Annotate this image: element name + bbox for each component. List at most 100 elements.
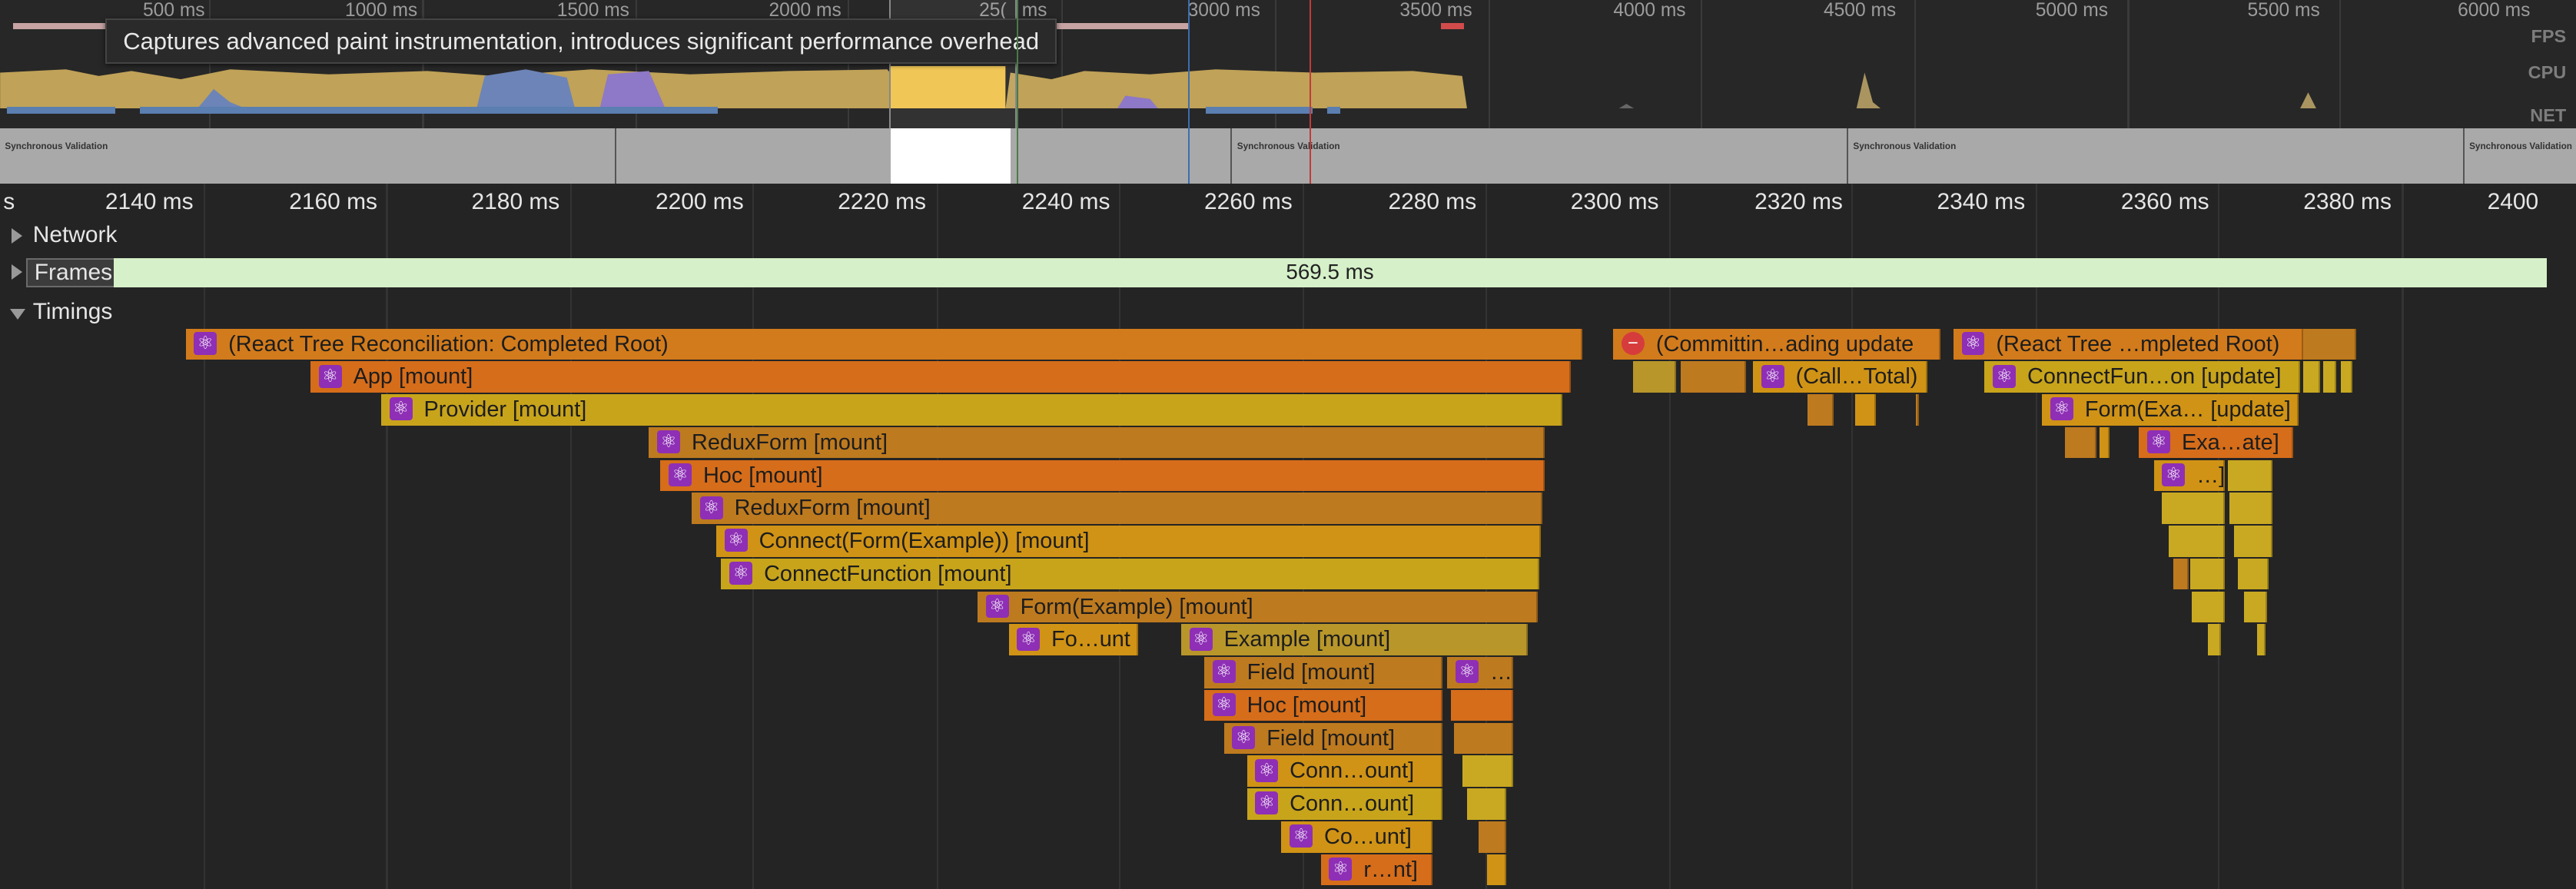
overview-gridline bbox=[1914, 0, 1916, 128]
frames-section-header[interactable]: Frames bbox=[0, 257, 2576, 287]
frame-bar[interactable]: 569.5 ms bbox=[113, 257, 2547, 288]
react-icon: ⚛ bbox=[1456, 660, 1479, 684]
fps-lane-label: FPS bbox=[2531, 26, 2567, 47]
timing-label: Example [mount] bbox=[1223, 627, 1391, 652]
collapse-triangle-icon[interactable] bbox=[9, 308, 25, 320]
timing-bar[interactable] bbox=[2189, 558, 2225, 590]
timing-bar[interactable]: ⚛ Form(Example) [mount] bbox=[977, 591, 1538, 623]
timing-bar[interactable] bbox=[2173, 558, 2189, 590]
timing-bar[interactable]: ⚛ Form(Exa… [update] bbox=[2042, 394, 2299, 426]
ruler-label: 2240 ms bbox=[1021, 188, 1110, 214]
overview-tick-label: 500 ms bbox=[142, 0, 205, 21]
timing-bar[interactable] bbox=[2341, 361, 2353, 393]
gridline bbox=[204, 184, 206, 889]
react-icon: ⚛ bbox=[1212, 693, 1236, 717]
screenshot-frame[interactable]: Synchronous Validation bbox=[1848, 128, 2465, 184]
expand-triangle-icon[interactable] bbox=[11, 228, 22, 244]
timing-bar[interactable] bbox=[2322, 361, 2336, 393]
network-section-header[interactable]: Network bbox=[0, 220, 2576, 253]
ruler-label: s bbox=[3, 188, 15, 214]
react-icon: ⚛ bbox=[318, 364, 342, 388]
screenshot-frame[interactable]: Synchronous Validation bbox=[2464, 128, 2576, 184]
network-activity-bar bbox=[139, 106, 719, 114]
react-icon: ⚛ bbox=[1212, 660, 1236, 684]
timing-bar[interactable]: ⚛ Hoc [mount] bbox=[1204, 689, 1442, 721]
screenshots-lane[interactable]: Synchronous Validation Synchronous Valid… bbox=[0, 128, 2576, 184]
timing-bar[interactable]: ⚛ Example [mount] bbox=[1181, 624, 1529, 655]
timing-bar[interactable]: ⚛ Fo…unt bbox=[1008, 624, 1139, 655]
network-activity-bar bbox=[6, 106, 115, 114]
timing-bar[interactable] bbox=[1632, 361, 1676, 393]
timing-bar[interactable] bbox=[2303, 328, 2356, 360]
timing-bar[interactable] bbox=[1915, 394, 1919, 426]
timing-bar[interactable]: ⚛ r…nt] bbox=[1320, 854, 1433, 886]
react-icon: ⚛ bbox=[1232, 725, 1256, 749]
screenshot-frame[interactable] bbox=[616, 128, 892, 184]
ruler-label: 2260 ms bbox=[1204, 188, 1293, 214]
timing-bar[interactable] bbox=[2227, 459, 2272, 492]
timing-bar[interactable] bbox=[2162, 493, 2225, 524]
timing-label: Conn…ount] bbox=[1290, 758, 1415, 784]
timing-bar[interactable]: ⚛ Conn…ount] bbox=[1247, 755, 1442, 787]
timing-bar[interactable] bbox=[2257, 624, 2266, 655]
timing-label: Connect(Form(Example)) [mount] bbox=[759, 529, 1090, 554]
timing-bar[interactable]: ⚛ App [mount] bbox=[310, 361, 1571, 393]
timing-bar[interactable] bbox=[2191, 591, 2225, 623]
timing-bar[interactable] bbox=[2168, 526, 2225, 557]
timing-bar[interactable] bbox=[1479, 821, 1507, 853]
overview-gridline bbox=[1274, 0, 1277, 128]
timing-bar[interactable]: − (Committin…ading update bbox=[1613, 328, 1940, 360]
timing-bar[interactable]: ⚛ Connect(Form(Example)) [mount] bbox=[716, 526, 1542, 557]
timings-section-header[interactable]: Timings bbox=[0, 297, 2576, 330]
react-icon: ⚛ bbox=[1255, 758, 1279, 782]
timing-label: Form(Exa… [update] bbox=[2084, 397, 2291, 423]
timing-bar[interactable] bbox=[1467, 788, 1507, 820]
timing-bar[interactable]: ⚛ Conn…ount] bbox=[1247, 788, 1442, 820]
timing-bar[interactable]: ⚛ Hoc [mount] bbox=[660, 459, 1545, 492]
timing-bar[interactable] bbox=[1486, 854, 1507, 886]
timing-bar[interactable]: ⚛ Provider [mount] bbox=[380, 394, 1563, 426]
timing-bar[interactable] bbox=[2244, 591, 2268, 623]
timing-label: ReduxForm [mount] bbox=[692, 430, 888, 455]
timing-bar[interactable]: ⚛ Co…unt] bbox=[1281, 821, 1433, 853]
timing-bar[interactable]: ⚛ ReduxForm [mount] bbox=[649, 426, 1545, 459]
timing-bar[interactable] bbox=[2100, 426, 2110, 459]
timing-bar[interactable]: ⚛ …] bbox=[2153, 459, 2225, 492]
timing-bar[interactable]: ⚛… bbox=[1447, 657, 1513, 688]
screenshot-frame[interactable]: Synchronous Validation bbox=[0, 128, 616, 184]
timing-bar[interactable]: ⚛ (React Tree …mpleted Root) bbox=[1953, 328, 2304, 360]
marker-line-blue bbox=[1187, 0, 1190, 184]
timing-bar[interactable]: ⚛ Field [mount] bbox=[1204, 657, 1442, 688]
timing-bar[interactable]: ⚛ (Call…Total) bbox=[1753, 361, 1927, 393]
timing-bar[interactable]: ⚛ ConnectFun…on [update] bbox=[1984, 361, 2300, 393]
timing-bar[interactable] bbox=[2065, 426, 2096, 459]
timing-bar[interactable] bbox=[2234, 526, 2272, 557]
screenshot-frame[interactable] bbox=[1011, 128, 1233, 184]
timing-bar[interactable]: ⚛ (React Tree Reconciliation: Completed R… bbox=[185, 328, 1582, 360]
screenshot-caption: Synchronous Validation bbox=[2469, 141, 2572, 151]
timing-bar[interactable] bbox=[1450, 689, 1513, 721]
timing-label: Exa…ate] bbox=[2181, 430, 2279, 455]
timing-bar[interactable] bbox=[1854, 394, 1877, 426]
timing-bar[interactable]: ⚛ ConnectFunction [mount] bbox=[721, 558, 1540, 590]
timing-bar[interactable] bbox=[1807, 394, 1834, 426]
timing-bar[interactable] bbox=[2229, 493, 2272, 524]
timing-bar[interactable] bbox=[1462, 755, 1513, 787]
timing-bar[interactable]: ⚛ ReduxForm [mount] bbox=[692, 493, 1543, 524]
overview-pane[interactable]: 500 ms 1000 ms 1500 ms 2000 ms 25( ms 30… bbox=[0, 0, 2576, 128]
timing-bar[interactable] bbox=[1680, 361, 1747, 393]
screenshot-frame[interactable]: Synchronous Validation bbox=[1232, 128, 1848, 184]
timing-bar[interactable] bbox=[2237, 558, 2269, 590]
overview-tick-label: 5500 ms bbox=[2247, 0, 2320, 21]
react-icon: ⚛ bbox=[699, 496, 723, 519]
timing-bar[interactable]: ⚛ Field [mount] bbox=[1223, 722, 1442, 755]
screenshot-frame-blank[interactable] bbox=[890, 128, 1011, 184]
time-ruler[interactable]: s 2140 ms 2160 ms 2180 ms 2200 ms 2220 m… bbox=[0, 184, 2576, 221]
overview-tick-label: 1500 ms bbox=[556, 0, 629, 21]
timing-bar[interactable] bbox=[1453, 722, 1513, 755]
ruler-label: 2320 ms bbox=[1754, 188, 1843, 214]
timing-bar[interactable]: ⚛ Exa…ate] bbox=[2139, 426, 2294, 459]
timing-bar[interactable] bbox=[2303, 361, 2320, 393]
timing-bar[interactable] bbox=[2208, 624, 2222, 655]
expand-triangle-icon[interactable] bbox=[11, 264, 22, 280]
